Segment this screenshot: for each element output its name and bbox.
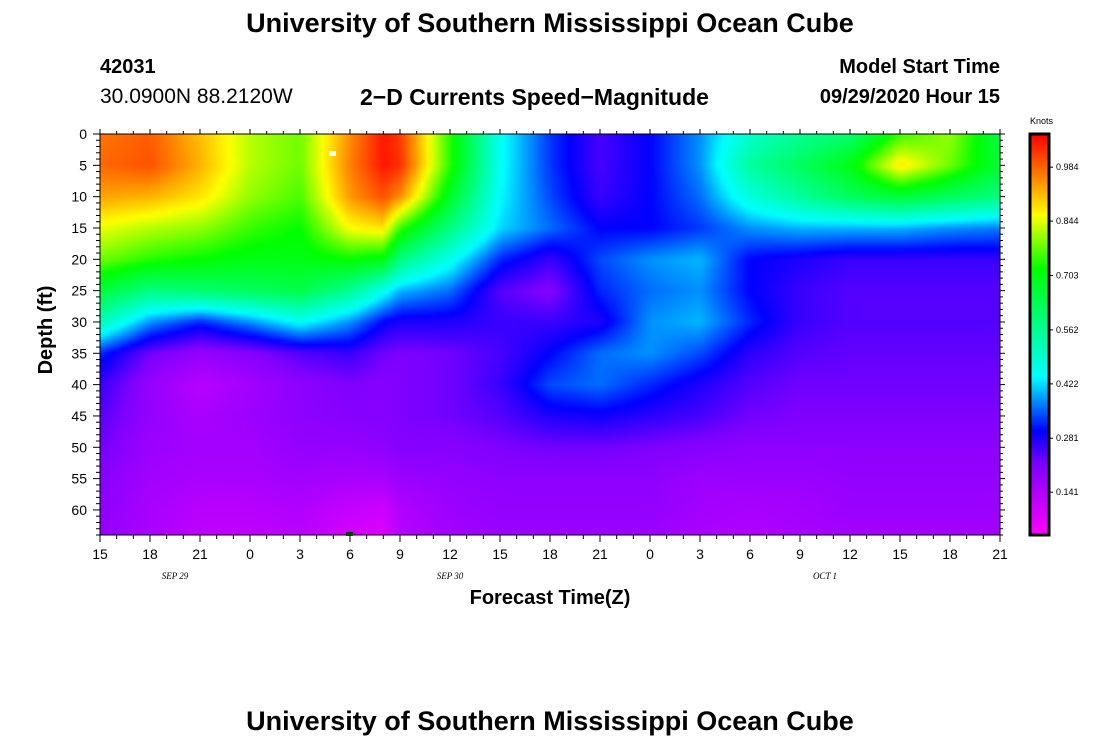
colorbar-ticks: 0.984 0.844 0.703 0.562 0.422 0.281 0.141 — [1049, 162, 1079, 497]
bottom-marker — [346, 532, 353, 536]
date-labels: SEP 29 SEP 30 OCT 1 — [162, 571, 837, 581]
x-axis-label: Forecast Time(Z) — [470, 587, 631, 609]
y-axis-label: Depth (ft) — [35, 286, 57, 375]
chart: 15 18 21 0 3 6 9 12 15 18 21 0 3 6 9 12 15 18 21 0 5 10 15 20 2… — [35, 116, 1079, 609]
y-tick-label: 0 — [79, 126, 87, 142]
y-tick-label: 45 — [71, 408, 87, 424]
date-label: OCT 1 — [813, 571, 837, 581]
x-tick-label: 9 — [396, 546, 404, 562]
y-tick-label: 55 — [71, 471, 87, 487]
x-tick-label: 15 — [892, 546, 908, 562]
x-tick-label: 18 — [542, 546, 558, 562]
y-tick-label: 60 — [71, 502, 87, 518]
y-tick-label: 25 — [71, 283, 87, 299]
date-label: SEP 29 — [162, 571, 189, 581]
colorbar-tick-label: 0.141 — [1056, 487, 1079, 497]
colorbar-tick-label: 0.281 — [1056, 433, 1079, 443]
y-tick-label: 50 — [71, 439, 87, 455]
date-label: SEP 30 — [437, 571, 464, 581]
colorbar — [1030, 134, 1049, 535]
station-id: 42031 — [100, 56, 156, 78]
y-tick-label: 10 — [71, 189, 87, 205]
x-tick-label: 3 — [696, 546, 704, 562]
x-tick-label: 15 — [92, 546, 108, 562]
x-tick-label: 21 — [592, 546, 608, 562]
colorbar-tick-label: 0.703 — [1056, 271, 1079, 281]
x-tick-label: 18 — [142, 546, 158, 562]
y-tick-label: 40 — [71, 377, 87, 393]
x-tick-label: 12 — [842, 546, 858, 562]
x-tick-label: 3 — [296, 546, 304, 562]
x-tick-label: 21 — [992, 546, 1008, 562]
y-tick-label: 20 — [71, 251, 87, 267]
model-start-label: Model Start Time — [839, 56, 1000, 78]
y-tick-label: 35 — [71, 345, 87, 361]
x-tick-label: 15 — [492, 546, 508, 562]
y-axis: 0 5 10 15 20 25 30 35 40 45 50 55 60 — [71, 126, 1005, 536]
y-tick-label: 15 — [71, 220, 87, 236]
start-marker — [329, 151, 336, 156]
x-tick-label: 6 — [746, 546, 754, 562]
colorbar-tick-label: 0.562 — [1056, 325, 1079, 335]
heatmap — [100, 134, 1000, 535]
x-tick-label: 12 — [442, 546, 458, 562]
x-tick-label: 0 — [646, 546, 654, 562]
colorbar-tick-label: 0.984 — [1056, 162, 1079, 172]
colorbar-unit: Knots — [1030, 116, 1054, 126]
x-tick-label: 0 — [246, 546, 254, 562]
station-coordinates: 30.0900N 88.2120W — [100, 85, 293, 108]
y-tick-label: 30 — [71, 314, 87, 330]
page-title: University of Southern Mississippi Ocean… — [246, 8, 854, 38]
x-tick-label: 6 — [346, 546, 354, 562]
x-tick-label: 21 — [192, 546, 208, 562]
colorbar-tick-label: 0.844 — [1056, 216, 1079, 226]
x-tick-label: 18 — [942, 546, 958, 562]
colorbar-frame — [1028, 132, 1051, 537]
model-start-value: 09/29/2020 Hour 15 — [819, 86, 1000, 108]
colorbar-tick-label: 0.422 — [1056, 379, 1079, 389]
x-tick-label: 9 — [796, 546, 804, 562]
footer-title: University of Southern Mississippi Ocean… — [246, 706, 854, 736]
x-axis: 15 18 21 0 3 6 9 12 15 18 21 0 3 6 9 12 15 18 21 — [92, 129, 1008, 562]
y-tick-label: 5 — [79, 157, 87, 173]
plot-title: 2−D Currents Speed−Magnitude — [360, 84, 709, 110]
